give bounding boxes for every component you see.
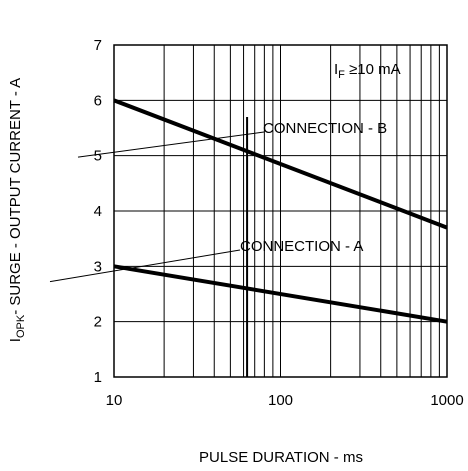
y-tick-label: 6 [94,92,102,109]
horizontal-gridlines [114,99,447,323]
series-lines [113,98,448,324]
x-tick-label: 100 [268,392,293,409]
series-line-connection-b [113,98,448,230]
y-axis-title: IOPK- SURGE - OUTPUT CURRENT - A [7,78,27,342]
y-tick-labels: 1 2 3 4 5 6 7 [94,37,102,386]
x-tick-label: 1000 [430,392,463,409]
y-tick-label: 3 [94,258,102,275]
condition-label: IF ≥10 mA [334,61,401,81]
leader-connection-a [49,249,241,283]
y-tick-label: 5 [94,148,102,165]
y-tick-label: 1 [94,369,102,386]
y-tick-label: 2 [94,314,102,331]
y-tick-label: 4 [94,203,102,220]
y-tick-label: 7 [94,37,102,54]
annotation-connection-a: CONNECTION - A [240,238,363,255]
x-axis-title: PULSE DURATION - ms [199,449,363,466]
label-leader-lines [49,131,265,283]
plot-frame [113,44,448,378]
x-tick-labels: 10 100 1000 [106,392,464,409]
series-annotations: CONNECTION - B CONNECTION - A [240,120,387,255]
annotation-connection-b: CONNECTION - B [263,120,387,137]
leader-connection-b [77,131,265,158]
series-line-connection-a [113,264,448,324]
x-tick-label: 10 [106,392,123,409]
